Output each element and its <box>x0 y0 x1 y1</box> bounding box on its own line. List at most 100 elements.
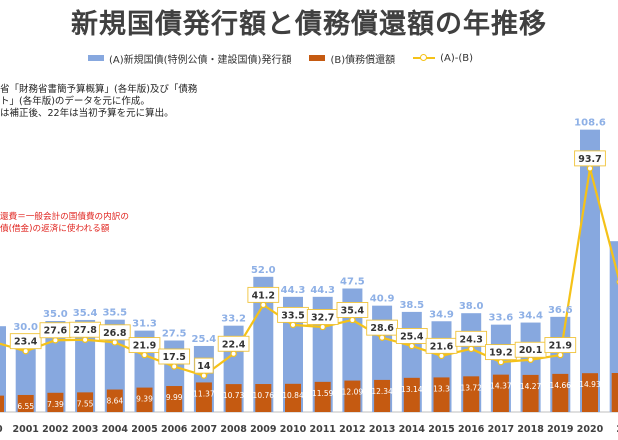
redemption-bar <box>77 392 94 412</box>
legend-item-redemption: (B)債務償還額 <box>309 51 395 66</box>
redemption-data-label: 7.55 <box>77 399 94 408</box>
x-tick-label: 2010 <box>280 424 307 435</box>
redemption-bar <box>106 389 123 412</box>
difference-point <box>438 352 445 360</box>
redemption-bar <box>166 386 183 412</box>
x-tick-label: 2019 <box>547 424 573 435</box>
redemption-bar <box>552 373 569 412</box>
source-note-line: は補正後、22年は当初予算を元に算出。 <box>0 108 174 119</box>
difference-label-box <box>9 333 42 350</box>
redemption-data-label: 8.64 <box>106 397 123 406</box>
difference-label-box <box>158 348 191 365</box>
difference-data-label: 21.9 <box>133 341 156 352</box>
difference-point <box>557 351 564 359</box>
x-tick-label: 2008 <box>220 424 247 435</box>
redemption-data-label: 14.27 <box>520 382 542 391</box>
issuance-data-label: 30.0 <box>13 322 38 333</box>
difference-label-box <box>128 337 161 354</box>
x-tick-label: 2018 <box>517 424 544 435</box>
redemption-data-label: 9.99 <box>166 393 183 402</box>
difference-data-label: 26.8 <box>103 328 127 339</box>
difference-point <box>586 165 594 172</box>
redemption-data-label: 11.37 <box>193 389 215 398</box>
redemption-bar <box>47 392 64 412</box>
issuance-data-label: 27.5 <box>162 329 187 340</box>
redemption-bar <box>433 377 450 412</box>
redemption-bar <box>403 377 420 412</box>
difference-data-label: 20.1 <box>519 345 542 356</box>
difference-data-label: 93.7 <box>578 154 601 165</box>
difference-data-label: 32.7 <box>311 312 334 323</box>
issuance-bar <box>75 319 96 412</box>
redemption-data-label: 14.93 <box>579 380 601 389</box>
source-note-line: 省「財務省書簡予算概算」(各年版)及び「債務 <box>0 84 198 95</box>
difference-point <box>111 339 119 346</box>
redemption-bar <box>492 374 509 412</box>
issuance-data-label: 36.6 <box>548 305 573 316</box>
legend-item-issuance: (A)新規国債(特例公債・建設国債)発行額 <box>88 51 291 66</box>
difference-label-box <box>455 330 488 347</box>
redemption-bar <box>344 380 361 412</box>
difference-data-label: 41.2 <box>252 290 275 301</box>
issuance-bar <box>0 326 6 412</box>
difference-point <box>52 337 59 344</box>
redemption-bar <box>582 373 598 412</box>
redemption-data-label: 10.73 <box>223 391 245 400</box>
chart-title: 新規国債発行額と債務償還額の年推移 <box>71 9 547 40</box>
difference-point <box>141 351 148 359</box>
x-tick-label: 00 <box>0 424 3 435</box>
issuance-data-label: 40.9 <box>370 294 395 305</box>
difference-data-label: 27.6 <box>44 326 68 337</box>
difference-data-label: 21.6 <box>430 341 454 352</box>
x-tick-label: 2003 <box>72 424 98 435</box>
x-tick-label: 2013 <box>369 424 395 435</box>
redemption-bar <box>136 387 153 412</box>
issuance-data-label: 38.5 <box>399 300 424 311</box>
x-tick-label: 2 <box>616 424 618 435</box>
redemption-data-label: 10.84 <box>282 391 304 400</box>
x-tick-label: 2011 <box>309 424 335 435</box>
difference-label-box <box>544 337 577 354</box>
difference-label-box <box>395 328 428 344</box>
legend-label-difference: (A)-(B) <box>440 52 474 64</box>
redemption-data-label: 9.39 <box>136 395 153 404</box>
redemption-bar <box>314 381 331 412</box>
redemption-data-label: 13.72 <box>460 383 482 392</box>
redemption-data-label: 11.59 <box>312 389 334 398</box>
redemption-data-label: 13.3 <box>433 384 450 393</box>
difference-data-label: 28.6 <box>370 323 394 334</box>
redemption-data-label: 6.55 <box>17 402 34 411</box>
source-note-line: ト」(各年版)のデータを元に作成。 <box>0 96 150 107</box>
redemption-bar <box>285 383 301 412</box>
redemption-data-label: 10.76 <box>253 391 275 400</box>
x-tick-label: 2005 <box>131 424 157 435</box>
issuance-data-label: 47.5 <box>340 277 365 288</box>
x-tick-label: 2006 <box>161 424 188 435</box>
redemption-bar <box>255 384 272 412</box>
issuance-data-label: 34.4 <box>518 311 543 322</box>
difference-point <box>289 321 297 329</box>
issuance-data-label: 35.0 <box>43 309 68 320</box>
issuance-data-label: 34.9 <box>429 309 454 320</box>
difference-label-box <box>336 302 369 318</box>
difference-data-label: 24.3 <box>459 334 482 345</box>
difference-line <box>0 168 618 377</box>
difference-point <box>378 334 386 341</box>
issuance-bar <box>15 334 36 412</box>
x-tick-label: 2002 <box>42 424 68 435</box>
difference-data-label: 19.2 <box>489 348 512 359</box>
legend-swatch-difference <box>413 53 436 63</box>
redemption-bar <box>195 382 212 412</box>
redemption-bar <box>463 376 480 412</box>
difference-label-box <box>98 324 131 341</box>
redemption-bar <box>225 384 242 412</box>
definition-note-line: 還費＝一般会計の国債費の内訳の <box>0 212 129 222</box>
difference-point <box>527 356 534 363</box>
definition-note: 還費＝一般会計の国債費の内訳の 債(借金)の返済に使われる額 <box>0 211 129 235</box>
redemption-bar <box>0 395 4 412</box>
difference-point <box>349 316 356 324</box>
difference-point <box>497 358 505 366</box>
difference-label-box <box>366 319 398 336</box>
difference-point <box>81 336 89 343</box>
